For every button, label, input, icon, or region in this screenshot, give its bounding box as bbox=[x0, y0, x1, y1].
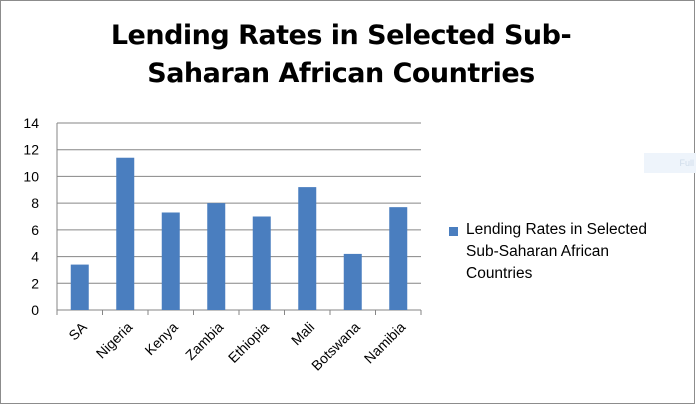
y-tick-label: 0 bbox=[31, 302, 39, 318]
y-tick-label: 10 bbox=[23, 168, 39, 184]
legend-label: Lending Rates in Selected Sub-Saharan Af… bbox=[466, 221, 647, 282]
chart-title: Lending Rates in Selected Sub-Saharan Af… bbox=[110, 20, 572, 89]
x-tick-label: Kenya bbox=[141, 319, 181, 359]
bar bbox=[298, 187, 317, 310]
x-tick-label: SA bbox=[65, 318, 90, 343]
x-tick-label: Mali bbox=[288, 319, 317, 348]
x-tick-label: Ethiopia bbox=[225, 319, 272, 366]
y-tick-label: 8 bbox=[31, 195, 39, 211]
y-tick-label: 2 bbox=[31, 275, 39, 291]
bar bbox=[389, 207, 408, 310]
legend-swatch bbox=[449, 227, 458, 236]
bar bbox=[161, 212, 180, 310]
faint-tag: Full bbox=[644, 153, 696, 173]
x-tick-label: Botswana bbox=[308, 319, 363, 374]
y-tick-label: 14 bbox=[23, 115, 39, 131]
bar bbox=[70, 264, 89, 310]
x-tick-label: Nigeria bbox=[93, 319, 136, 362]
x-tick-label: Zambia bbox=[182, 319, 226, 363]
legend: Lending Rates in Selected Sub-Saharan Af… bbox=[449, 219, 679, 285]
x-tick-label: Namibia bbox=[361, 319, 409, 367]
bar bbox=[207, 203, 226, 310]
bar bbox=[116, 157, 135, 310]
y-tick-label: 6 bbox=[31, 222, 39, 238]
y-tick-label: 4 bbox=[31, 249, 39, 265]
bar bbox=[343, 253, 362, 310]
bar bbox=[252, 216, 271, 310]
y-tick-label: 12 bbox=[23, 142, 39, 158]
